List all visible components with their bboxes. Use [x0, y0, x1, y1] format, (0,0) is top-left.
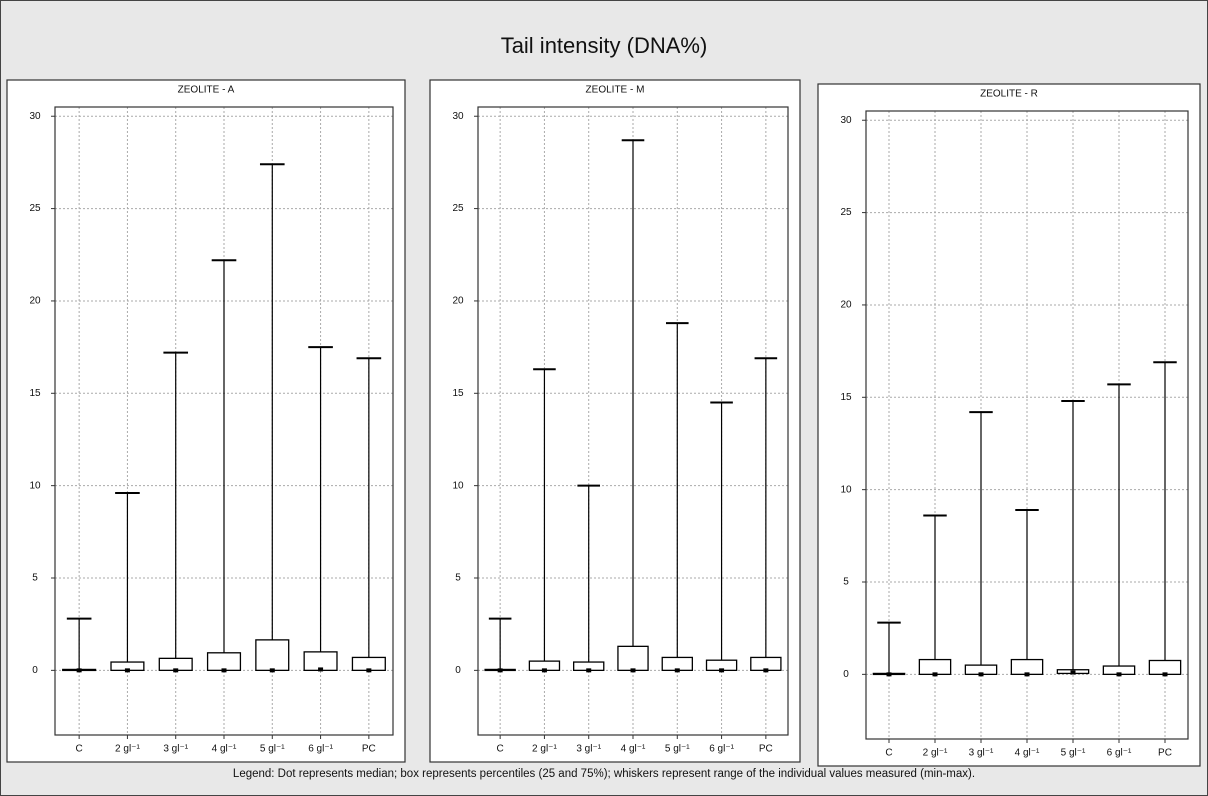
box [255, 639, 290, 672]
median-dot [318, 667, 324, 672]
median-dot [497, 668, 503, 673]
x-tick-label: C [497, 744, 504, 755]
box [206, 652, 242, 672]
x-tick-label: 5 gl⁻¹ [1061, 748, 1086, 759]
median-dot [932, 672, 938, 677]
median-dot [1116, 672, 1122, 677]
median-dot [1070, 670, 1076, 675]
plot-frame [865, 110, 1189, 740]
panel-title: ZEOLITE - A [178, 85, 235, 96]
x-tick-label: PC [1158, 748, 1172, 759]
y-tick-label: 0 [843, 669, 849, 680]
y-tick-label: 20 [452, 296, 464, 307]
x-tick-label: 4 gl⁻¹ [621, 744, 646, 755]
x-tick-label: 5 gl⁻¹ [260, 744, 285, 755]
y-tick-label: 10 [452, 480, 464, 491]
y-tick-label: 15 [29, 388, 41, 399]
plot-frame [54, 106, 394, 736]
panel [6, 79, 406, 763]
y-tick-label: 20 [840, 300, 852, 311]
y-tick-label: 25 [840, 207, 852, 218]
median-dot [1024, 672, 1030, 677]
median-dot [1162, 672, 1168, 677]
x-tick-label: 2 gl⁻¹ [532, 744, 557, 755]
panel-title: ZEOLITE - M [586, 85, 645, 96]
y-tick-label: 15 [840, 392, 852, 403]
x-tick-label: 2 gl⁻¹ [115, 744, 140, 755]
y-tick-label: 30 [452, 111, 464, 122]
x-tick-label: 3 gl⁻¹ [163, 744, 188, 755]
y-tick-label: 0 [455, 665, 461, 676]
y-tick-label: 5 [32, 573, 38, 584]
y-tick-label: 30 [29, 111, 41, 122]
median-dot [586, 668, 592, 673]
median-dot [719, 668, 725, 673]
x-tick-label: 5 gl⁻¹ [665, 744, 690, 755]
median-dot [221, 668, 227, 673]
x-tick-label: 3 gl⁻¹ [576, 744, 601, 755]
y-tick-label: 5 [843, 577, 849, 588]
x-tick-label: PC [362, 744, 376, 755]
median-dot [978, 672, 984, 677]
y-tick-label: 30 [840, 115, 852, 126]
y-tick-label: 20 [29, 296, 41, 307]
y-tick-label: 15 [452, 388, 464, 399]
y-tick-label: 5 [455, 573, 461, 584]
panel [817, 83, 1201, 767]
box [617, 645, 649, 672]
x-tick-label: 4 gl⁻¹ [1015, 748, 1040, 759]
median-dot [763, 668, 769, 673]
y-tick-label: 25 [29, 203, 41, 214]
x-tick-label: 3 gl⁻¹ [969, 748, 994, 759]
panel-title: ZEOLITE - R [980, 89, 1038, 100]
box [918, 658, 952, 676]
y-tick-label: 0 [32, 665, 38, 676]
median-dot [269, 668, 275, 673]
legend-note: Legend: Dot represents median; box repre… [233, 768, 975, 780]
plot-frame [477, 106, 789, 736]
median-dot [124, 668, 130, 673]
y-tick-label: 25 [452, 203, 464, 214]
y-tick-label: 10 [840, 484, 852, 495]
y-tick-label: 10 [29, 480, 41, 491]
median-dot [886, 672, 892, 677]
panel [429, 79, 801, 763]
x-tick-label: 4 gl⁻¹ [212, 744, 237, 755]
figure-title: Tail intensity (DNA%) [501, 33, 708, 58]
x-tick-label: 6 gl⁻¹ [1107, 748, 1132, 759]
x-tick-label: C [885, 748, 892, 759]
x-tick-label: 6 gl⁻¹ [709, 744, 734, 755]
x-tick-label: 6 gl⁻¹ [308, 744, 333, 755]
median-dot [76, 668, 82, 673]
box [1148, 659, 1182, 676]
x-tick-label: PC [759, 744, 773, 755]
median-dot [366, 668, 372, 673]
x-tick-label: C [76, 744, 83, 755]
median-dot [630, 668, 636, 673]
median-dot [173, 668, 179, 673]
box [1010, 658, 1044, 676]
median-dot [541, 668, 547, 673]
median-dot [674, 668, 680, 673]
x-tick-label: 2 gl⁻¹ [923, 748, 948, 759]
